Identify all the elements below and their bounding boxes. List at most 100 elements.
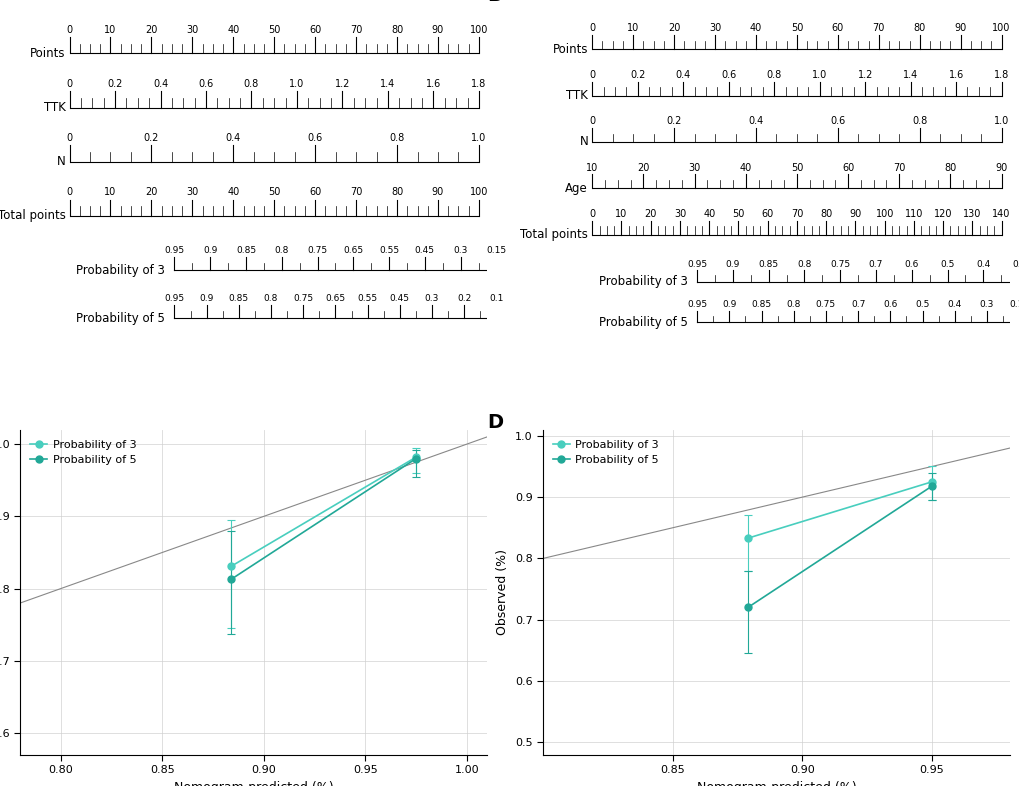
Text: Probability of 3: Probability of 3 [76, 264, 165, 277]
Text: 140: 140 [991, 209, 1010, 219]
Text: 0.85: 0.85 [235, 246, 256, 255]
Text: 60: 60 [841, 163, 853, 173]
Text: TTK: TTK [566, 89, 588, 102]
Text: 0.9: 0.9 [721, 300, 736, 310]
Text: 0.9: 0.9 [200, 294, 214, 303]
Text: 30: 30 [186, 187, 199, 197]
Text: 50: 50 [732, 209, 744, 219]
Text: 0: 0 [66, 79, 72, 89]
Text: 0.8: 0.8 [274, 246, 288, 255]
Text: 70: 70 [790, 209, 802, 219]
Text: 0.75: 0.75 [307, 246, 327, 255]
Text: 0.2: 0.2 [144, 134, 159, 143]
Text: 0.4: 0.4 [975, 259, 989, 269]
Text: 100: 100 [991, 24, 1010, 33]
Text: 10: 10 [586, 163, 598, 173]
Text: 0: 0 [589, 70, 595, 79]
Text: 0.4: 0.4 [675, 70, 690, 79]
Text: 20: 20 [637, 163, 649, 173]
Text: 50: 50 [268, 187, 280, 197]
Text: 20: 20 [145, 25, 158, 35]
Text: 0.3: 0.3 [453, 246, 468, 255]
Text: 40: 40 [749, 24, 761, 33]
Text: 0.85: 0.85 [751, 300, 770, 310]
Text: 0.9: 0.9 [725, 259, 740, 269]
Text: 40: 40 [739, 163, 751, 173]
Text: 20: 20 [145, 187, 158, 197]
Text: 10: 10 [627, 24, 639, 33]
Text: 0.2: 0.2 [630, 70, 645, 79]
Text: 50: 50 [790, 163, 802, 173]
Text: 70: 70 [871, 24, 884, 33]
Text: 0: 0 [589, 24, 595, 33]
Text: 1.4: 1.4 [902, 70, 917, 79]
Text: 60: 60 [309, 187, 321, 197]
Text: 10: 10 [614, 209, 627, 219]
Text: 130: 130 [962, 209, 980, 219]
Text: Points: Points [30, 47, 65, 60]
Text: Total points: Total points [520, 228, 588, 241]
Text: Age: Age [565, 182, 588, 195]
Text: 90: 90 [431, 187, 443, 197]
Legend: Probability of 3, Probability of 5: Probability of 3, Probability of 5 [548, 435, 662, 470]
Text: Probability of 3: Probability of 3 [598, 275, 687, 288]
Text: 0.6: 0.6 [720, 70, 736, 79]
Text: 1.8: 1.8 [471, 79, 486, 89]
Text: 40: 40 [702, 209, 714, 219]
Text: 90: 90 [849, 209, 861, 219]
Text: 0.3: 0.3 [425, 294, 439, 303]
Text: 1.0: 1.0 [289, 79, 305, 89]
Y-axis label: Observed (%): Observed (%) [496, 549, 508, 635]
Text: 0.8: 0.8 [264, 294, 278, 303]
Text: 0.6: 0.6 [904, 259, 918, 269]
Text: 0.95: 0.95 [687, 300, 706, 310]
X-axis label: Nomogram-predicted (%): Nomogram-predicted (%) [696, 780, 855, 786]
Legend: Probability of 3, Probability of 5: Probability of 3, Probability of 5 [25, 435, 141, 470]
Text: Points: Points [552, 42, 588, 56]
Text: 0.8: 0.8 [244, 79, 259, 89]
Text: 90: 90 [954, 24, 966, 33]
Text: 70: 70 [350, 187, 362, 197]
Text: D: D [487, 413, 502, 432]
Text: TTK: TTK [44, 101, 65, 114]
Text: 0.6: 0.6 [198, 79, 213, 89]
Text: 50: 50 [268, 25, 280, 35]
Text: 80: 80 [390, 25, 403, 35]
Text: 30: 30 [674, 209, 686, 219]
Text: 70: 70 [893, 163, 905, 173]
Text: 0.55: 0.55 [358, 294, 377, 303]
Text: 1.0: 1.0 [993, 116, 1008, 126]
Text: 0.45: 0.45 [415, 246, 434, 255]
Text: 0.2: 0.2 [665, 116, 681, 126]
Text: 0.8: 0.8 [797, 259, 811, 269]
Text: 0.65: 0.65 [343, 246, 363, 255]
Text: 50: 50 [790, 24, 802, 33]
Text: 1.8: 1.8 [993, 70, 1008, 79]
Text: 0.95: 0.95 [164, 294, 184, 303]
Text: 0.85: 0.85 [758, 259, 777, 269]
Text: 0.75: 0.75 [292, 294, 313, 303]
Text: 20: 20 [667, 24, 680, 33]
Text: Probability of 5: Probability of 5 [598, 316, 687, 329]
Text: 1.0: 1.0 [811, 70, 826, 79]
Text: 0.7: 0.7 [868, 259, 882, 269]
Text: 10: 10 [104, 187, 116, 197]
Text: 0.9: 0.9 [203, 246, 217, 255]
Text: Probability of 5: Probability of 5 [76, 311, 165, 325]
Text: 0.2: 0.2 [457, 294, 471, 303]
Text: 1.4: 1.4 [380, 79, 395, 89]
Text: 100: 100 [470, 187, 488, 197]
Text: 0.8: 0.8 [911, 116, 926, 126]
Text: 0: 0 [66, 134, 72, 143]
Text: 80: 80 [913, 24, 925, 33]
Text: 80: 80 [819, 209, 832, 219]
Text: 1.6: 1.6 [425, 79, 440, 89]
Text: 90: 90 [431, 25, 443, 35]
Text: 60: 60 [761, 209, 773, 219]
Text: 10: 10 [104, 25, 116, 35]
Text: 20: 20 [644, 209, 656, 219]
Text: 100: 100 [470, 25, 488, 35]
Text: 30: 30 [708, 24, 720, 33]
Text: 0.15: 0.15 [486, 246, 506, 255]
Text: 0.8: 0.8 [766, 70, 781, 79]
